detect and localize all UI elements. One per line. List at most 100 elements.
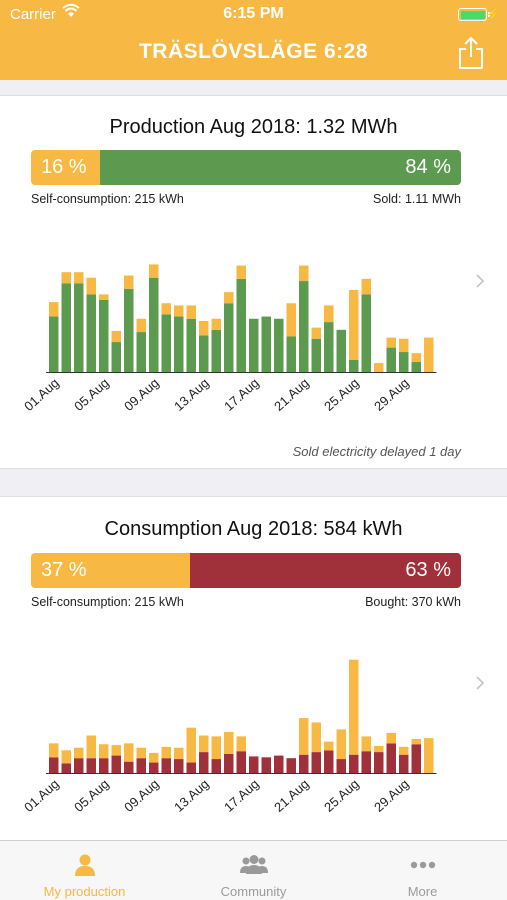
chevron-right-icon[interactable]	[475, 675, 485, 691]
consumption-bar-12.Aug-lower	[186, 762, 196, 773]
consumption-bar-08.Aug-upper	[136, 747, 146, 759]
production-bar-12.Aug-upper	[186, 305, 196, 319]
consumption-tick-label: 17.Aug	[221, 776, 262, 815]
production-bar-27.Aug-upper	[374, 363, 384, 372]
production-bar-09.Aug-upper	[149, 264, 159, 278]
consumption-bar-01.Aug-lower	[49, 757, 59, 773]
production-bar-06.Aug-lower	[111, 342, 121, 372]
consumption-bar-07.Aug-upper	[124, 743, 134, 762]
production-self-pct: 16 %	[41, 156, 87, 178]
production-bar-09.Aug-lower	[149, 277, 159, 372]
nav-bar: TRÄSLÖVSLÄGE 6:28	[0, 30, 507, 80]
consumption-bar-07.Aug-lower	[124, 761, 134, 773]
consumption-bar-22.Aug-lower	[311, 752, 321, 773]
consumption-bar-23.Aug-lower	[324, 750, 334, 773]
share-icon[interactable]	[457, 36, 485, 70]
consumption-chart[interactable]: 01.Aug 05.Aug 09.Aug 13.Aug 17.Aug 21.Aug 25.A…	[0, 627, 507, 842]
consumption-bar-18.Aug-lower	[261, 757, 271, 773]
production-bar-14.Aug-upper	[211, 318, 221, 330]
tab-label: Community	[220, 884, 287, 899]
consumption-bar-24.Aug-upper	[336, 729, 346, 760]
production-sold-segment: 84 %	[99, 150, 461, 185]
production-tick-label: 25.Aug	[321, 375, 362, 414]
consumption-self-segment: 37 %	[31, 553, 191, 588]
production-tick-label: 21.Aug	[271, 375, 312, 414]
consumption-bar-04.Aug-upper	[86, 735, 96, 759]
tab-community[interactable]: Community	[169, 841, 338, 900]
consumption-bar-03.Aug-lower	[74, 758, 84, 773]
consumption-bar-06.Aug-lower	[111, 755, 121, 773]
more-icon	[410, 861, 435, 869]
production-title: Production Aug 2018: 1.32 MWh	[109, 116, 398, 138]
production-bar-04.Aug-upper	[86, 277, 96, 295]
production-bar-10.Aug-lower	[161, 314, 171, 372]
consumption-bar-16.Aug-lower	[236, 751, 246, 773]
consumption-bar-13.Aug-lower	[199, 752, 209, 773]
consumption-bar-03.Aug-upper	[74, 747, 84, 759]
production-chart[interactable]: 01.Aug 05.Aug 09.Aug 13.Aug 17.Aug 21.Aug 25.A…	[0, 226, 507, 441]
consumption-ratio-bar: 37 % 63 %	[31, 553, 461, 588]
consumption-bar-17.Aug-lower	[249, 756, 259, 773]
consumption-bar-31.Aug-upper	[424, 738, 434, 773]
consumption-tick-label: 29.Aug	[371, 776, 412, 815]
consumption-bar-02.Aug-lower	[61, 763, 71, 773]
production-ratio-bar: 16 % 84 %	[31, 150, 461, 185]
production-bar-20.Aug-lower	[286, 336, 296, 372]
production-bar-10.Aug-upper	[161, 303, 171, 315]
consumption-bar-28.Aug-lower	[386, 743, 396, 773]
consumption-bought-amount: Bought: 370 kWh	[365, 595, 461, 609]
consumption-bar-23.Aug-upper	[324, 741, 334, 751]
production-bar-08.Aug-lower	[136, 332, 146, 372]
consumption-bar-10.Aug-upper	[161, 746, 171, 759]
production-tick-label: 17.Aug	[221, 375, 262, 414]
production-bar-08.Aug-upper	[136, 318, 146, 333]
page-title: TRÄSLÖVSLÄGE 6:28	[138, 40, 369, 63]
consumption-bar-11.Aug-lower	[174, 759, 184, 773]
chevron-right-icon[interactable]	[475, 273, 485, 289]
production-bar-11.Aug-lower	[174, 316, 184, 372]
consumption-bar-01.Aug-upper	[49, 743, 59, 758]
tab-more[interactable]: More	[338, 841, 507, 900]
consumption-bar-22.Aug-upper	[311, 722, 321, 753]
consumption-bar-12.Aug-upper	[186, 727, 196, 763]
consumption-tick-label: 09.Aug	[121, 776, 162, 815]
consumption-bar-13.Aug-upper	[199, 735, 209, 753]
consumption-bar-14.Aug-lower	[211, 759, 221, 773]
production-bar-29.Aug-upper	[399, 338, 409, 353]
production-bar-30.Aug-lower	[411, 362, 421, 372]
consumption-bar-25.Aug-upper	[349, 659, 359, 755]
consumption-bar-21.Aug-upper	[299, 718, 309, 755]
production-bar-15.Aug-upper	[224, 292, 234, 304]
production-bar-01.Aug-lower	[49, 316, 59, 372]
production-bar-25.Aug-upper	[349, 289, 359, 360]
production-bar-26.Aug-lower	[361, 294, 371, 372]
consumption-bar-10.Aug-lower	[161, 758, 171, 773]
status-bar: Carrier 6:15 PM ⚡	[0, 0, 507, 30]
production-sold-amount: Sold: 1.11 MWh	[372, 192, 461, 206]
production-bar-30.Aug-upper	[411, 353, 421, 363]
consumption-bar-26.Aug-upper	[361, 736, 371, 752]
tab-bar: My production Community More	[0, 840, 507, 900]
tab-label: My production	[43, 884, 126, 899]
consumption-bought-segment: 63 %	[190, 553, 461, 588]
consumption-bar-14.Aug-upper	[211, 736, 221, 760]
consumption-bar-20.Aug-lower	[286, 758, 296, 773]
consumption-bar-26.Aug-lower	[361, 751, 371, 773]
production-bar-06.Aug-upper	[111, 330, 121, 343]
production-bar-05.Aug-upper	[99, 294, 109, 300]
production-bar-13.Aug-upper	[199, 320, 209, 336]
consumption-bar-06.Aug-upper	[111, 745, 121, 756]
production-bar-12.Aug-lower	[186, 318, 196, 372]
production-bar-16.Aug-lower	[236, 278, 246, 372]
production-bar-16.Aug-upper	[236, 265, 246, 279]
consumption-tick-label: 01.Aug	[21, 776, 62, 815]
production-bar-14.Aug-lower	[211, 329, 221, 372]
tab-my-production[interactable]: My production	[0, 841, 169, 900]
production-tick-label: 13.Aug	[171, 375, 212, 414]
production-bar-21.Aug-lower	[299, 281, 309, 372]
production-bar-11.Aug-upper	[174, 305, 184, 317]
production-tick-label: 29.Aug	[371, 375, 412, 414]
production-bar-04.Aug-lower	[86, 294, 96, 372]
production-sold-pct: 84 %	[405, 156, 451, 178]
consumption-bar-15.Aug-lower	[224, 753, 234, 773]
